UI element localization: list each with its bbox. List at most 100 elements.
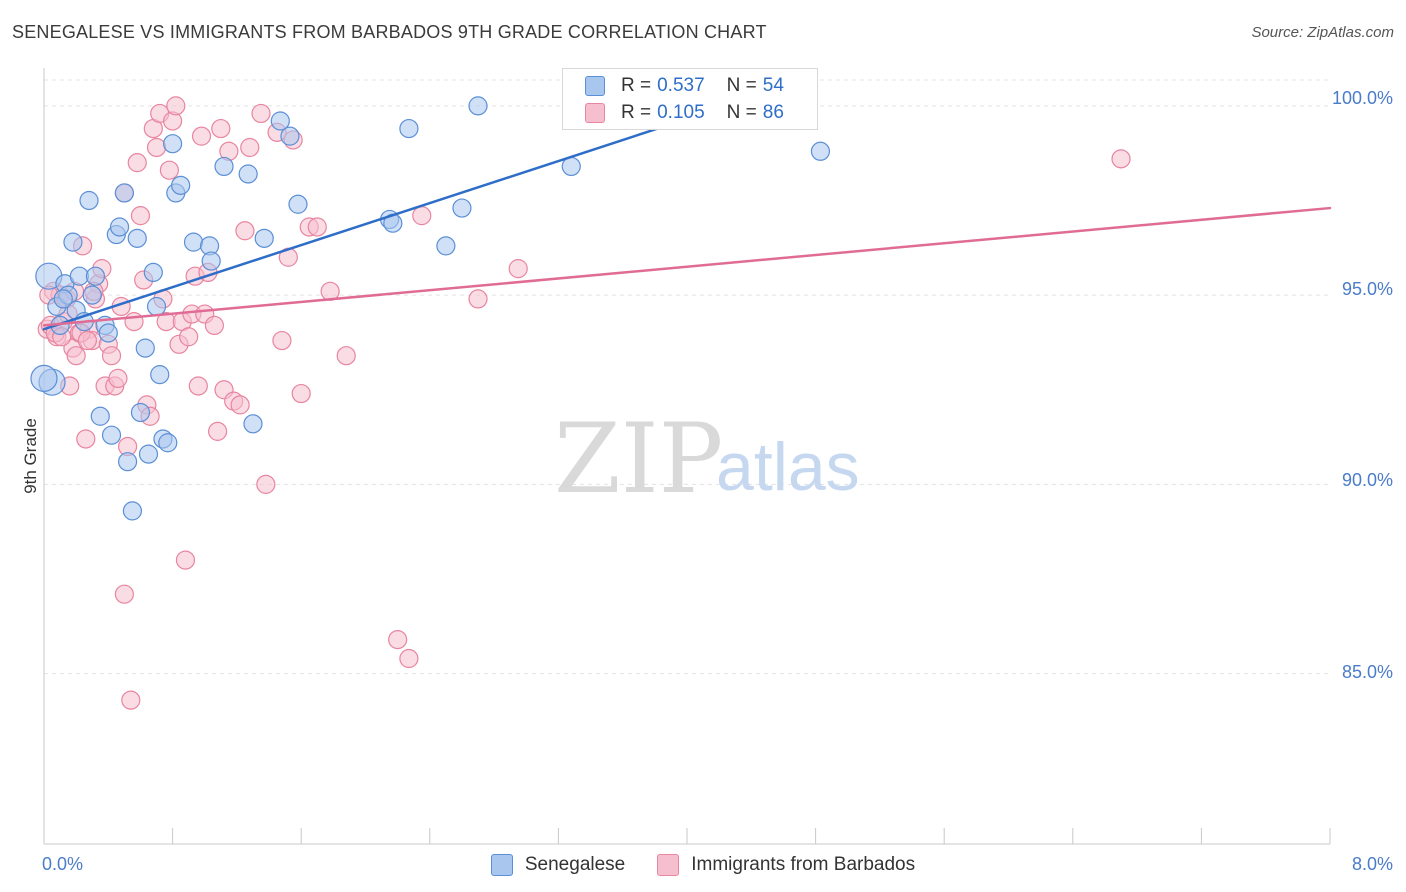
legend-r-label: R =	[621, 75, 652, 96]
watermark-atlas: atlas	[716, 429, 860, 505]
senegalese-point	[254, 228, 274, 248]
y-tick-label: 90.0%	[1342, 470, 1393, 490]
senegalese-point	[130, 402, 151, 423]
barbados-point	[251, 103, 271, 124]
barbados-point	[130, 206, 151, 226]
senegalese-point	[158, 433, 178, 453]
senegalese-point	[436, 236, 456, 256]
barbados-point	[159, 160, 179, 180]
watermark: ZIP atlas	[554, 403, 860, 515]
barbados-point	[211, 118, 231, 139]
senegalese-point	[127, 228, 147, 248]
senegalese-point	[214, 156, 234, 177]
legend-item-barbados[interactable]: Immigrants from Barbados	[657, 854, 915, 876]
legend-row-barbados: R = 0.105 N = 86	[585, 101, 784, 125]
senegalese-point	[171, 175, 191, 195]
senegalese-point	[135, 338, 155, 358]
senegalese-point	[117, 452, 138, 472]
barbados-point	[204, 315, 224, 336]
legend-label-barbados: Immigrants from Barbados	[691, 854, 916, 875]
barbados-point	[179, 327, 199, 347]
senegalese-trend-line	[42, 104, 729, 331]
senegalese-point	[53, 289, 73, 309]
senegalese-point	[82, 285, 102, 305]
barbados-point	[124, 312, 144, 332]
legend-n-value: 86	[762, 102, 784, 123]
barbados-trend-line	[42, 206, 1332, 327]
senegalese-point	[201, 251, 221, 271]
barbados-point	[127, 153, 147, 173]
legend-n-label: N =	[726, 102, 757, 123]
senegalese-point	[85, 266, 106, 286]
senegalese-point	[30, 364, 58, 392]
senegalese-point	[122, 501, 143, 521]
legend-swatch-pink	[585, 103, 605, 123]
x-axis-ticks	[43, 828, 1331, 844]
legend-swatch-pink	[657, 854, 680, 876]
legend-swatch-blue	[490, 854, 513, 876]
barbados-point	[240, 137, 260, 158]
senegalese-point	[146, 296, 167, 317]
x-tick-label: 8.0%	[1352, 854, 1393, 874]
senegalese-point	[399, 118, 419, 139]
y-tick-label: 85.0%	[1342, 662, 1393, 682]
legend-row-senegalese: R = 0.537 N = 54	[585, 74, 784, 98]
y-tick-label: 95.0%	[1342, 279, 1393, 299]
legend-r-label: R =	[621, 102, 652, 123]
senegalese-point	[468, 96, 488, 116]
senegalese-point	[238, 164, 258, 184]
senegalese-point	[150, 365, 170, 385]
barbados-point	[188, 376, 208, 396]
series-legend: Senegalese Immigrants from Barbados	[0, 852, 1406, 878]
trend-lines	[42, 104, 1332, 331]
senegalese-point	[163, 134, 183, 154]
barbados-point	[208, 421, 228, 441]
barbados-point	[388, 629, 408, 650]
senegalese-point	[183, 232, 204, 252]
legend-item-senegalese[interactable]: Senegalese	[490, 854, 626, 876]
legend-swatch-blue	[585, 76, 605, 96]
source-label: Source: ZipAtlas.com	[1251, 24, 1394, 41]
barbados-point	[175, 550, 196, 570]
barbados-point	[101, 346, 122, 366]
legend-r-value: 0.105	[657, 102, 705, 123]
senegalese-point	[138, 444, 159, 464]
legend-label-senegalese: Senegalese	[524, 854, 626, 875]
senegalese-point	[90, 406, 110, 426]
x-axis-tick-labels: 0.0% 8.0%	[42, 854, 1393, 874]
senegalese-point	[270, 111, 290, 131]
barbados-point	[1111, 149, 1131, 169]
x-tick-label: 0.0%	[42, 854, 83, 874]
barbados-point	[508, 259, 528, 279]
barbados-point	[121, 690, 141, 710]
barbados-point	[256, 474, 276, 494]
senegalese-point	[452, 198, 472, 218]
barbados-point	[114, 584, 134, 604]
legend-n-label: N =	[726, 75, 757, 96]
barbados-point	[399, 648, 419, 669]
y-axis-title: 9th Grade	[21, 418, 40, 494]
senegalese-point	[79, 190, 99, 211]
senegalese-point	[109, 217, 130, 237]
barbados-point	[76, 429, 96, 449]
barbados-point	[291, 383, 311, 404]
barbados-point	[235, 221, 255, 241]
barbados-point	[272, 330, 292, 351]
barbados-point	[307, 217, 327, 237]
legend-n-value: 54	[762, 75, 784, 96]
y-tick-label: 100.0%	[1332, 88, 1393, 108]
barbados-point	[468, 289, 488, 309]
barbados-point	[336, 346, 356, 366]
y-axis-tick-labels: 100.0% 95.0% 90.0% 85.0%	[1332, 88, 1393, 682]
barbados-point	[191, 126, 212, 146]
legend-r-value: 0.537	[657, 75, 705, 96]
senegalese-point	[143, 262, 163, 283]
senegalese-point	[288, 194, 308, 214]
barbados-point	[66, 346, 86, 366]
chart-title: SENEGALESE VS IMMIGRANTS FROM BARBADOS 9…	[12, 22, 767, 42]
barbados-point	[166, 96, 186, 116]
senegalese-point	[63, 232, 83, 252]
senegalese-point	[98, 323, 118, 343]
barbados-point	[77, 330, 98, 351]
